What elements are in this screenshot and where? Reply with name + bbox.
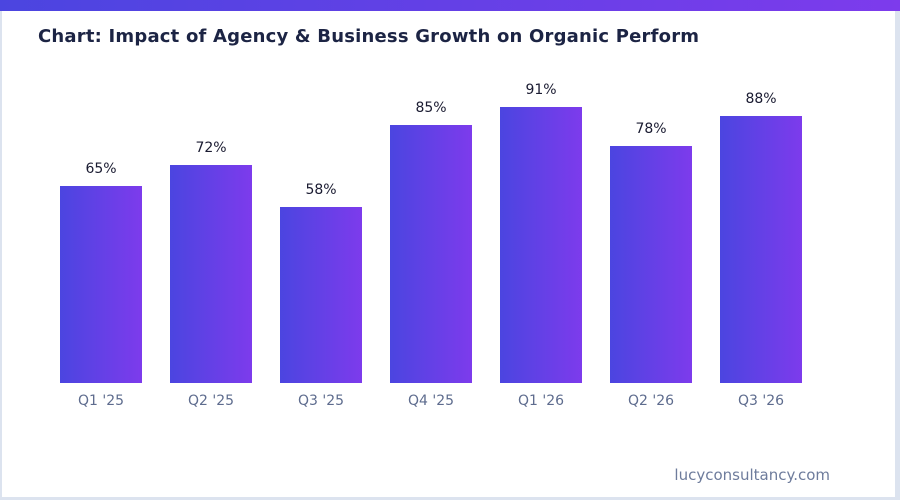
- bar-value-label: 65%: [85, 161, 117, 177]
- bar: [170, 165, 252, 383]
- x-axis-label: Q2 '25: [187, 393, 235, 409]
- x-axis-label: Q1 '26: [517, 393, 565, 409]
- top-accent-bar: [0, 0, 900, 11]
- bar-value-label: 78%: [635, 121, 667, 137]
- footer-text: lucyconsultancy.com: [674, 466, 830, 484]
- page-border: [0, 497, 900, 500]
- bar-value-label: 58%: [305, 182, 337, 198]
- bar-value-label: 91%: [525, 82, 557, 98]
- page-title: Chart: Impact of Agency & Business Growt…: [38, 26, 700, 47]
- x-axis-label: Q3 '25: [297, 393, 345, 409]
- bar: [720, 116, 802, 383]
- bar-group: 72% Q2 '25: [170, 140, 252, 409]
- bar-group: 85% Q4 '25: [390, 100, 472, 409]
- bar: [500, 107, 582, 383]
- bar-group: 91% Q1 '26: [500, 82, 582, 409]
- x-axis-label: Q3 '26: [737, 393, 785, 409]
- bar: [610, 146, 692, 383]
- bar-value-label: 85%: [415, 100, 447, 116]
- bar: [390, 125, 472, 383]
- bar-value-label: 88%: [745, 91, 777, 107]
- bar-value-label: 72%: [195, 140, 227, 156]
- x-axis-label: Q1 '25: [77, 393, 125, 409]
- bar-group: 58% Q3 '25: [280, 182, 362, 409]
- bar-group: 78% Q2 '26: [610, 121, 692, 409]
- bar-group: 65% Q1 '25: [60, 161, 142, 409]
- bar: [280, 207, 362, 383]
- bar: [60, 186, 142, 383]
- page-border: [0, 11, 2, 500]
- x-axis-label: Q4 '25: [407, 393, 455, 409]
- page-border: [895, 11, 900, 500]
- x-axis-label: Q2 '26: [627, 393, 675, 409]
- bar-group: 88% Q3 '26: [720, 91, 802, 409]
- bar-chart: 65% Q1 '25 72% Q2 '25 58% Q3 '25 85% Q4 '25 91% Q…: [60, 82, 802, 409]
